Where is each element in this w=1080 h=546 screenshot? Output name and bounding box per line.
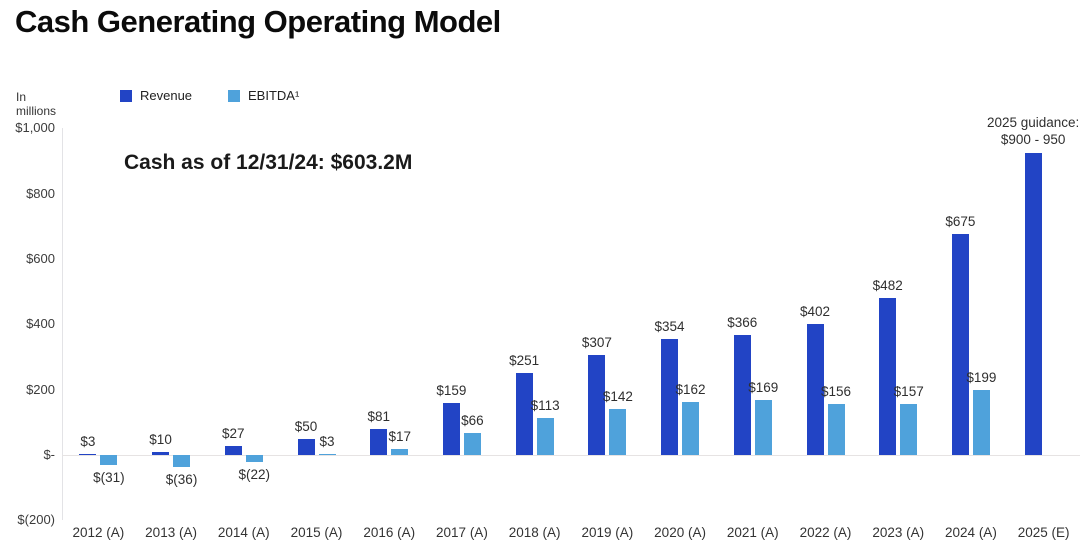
bar-revenue-2025: [1024, 152, 1042, 455]
bar-label: $10: [149, 431, 172, 447]
x-tick-label: 2021 (A): [726, 525, 779, 540]
bar-label: $50: [294, 418, 318, 434]
legend-label-ebitda: EBITDA¹: [248, 88, 300, 103]
x-tick-label: 2023 (A): [872, 525, 925, 540]
ebitda-swatch-icon: [228, 89, 240, 102]
bar-revenue-2015: [297, 438, 315, 455]
revenue-swatch-icon: [120, 89, 132, 102]
bar-revenue-2016: [370, 428, 388, 455]
bar-label: $17: [388, 429, 411, 445]
bar-revenue-2017: [442, 403, 460, 455]
bar-label: $199: [966, 369, 997, 385]
x-tick-label: 2024 (A): [945, 525, 997, 540]
bar-ebitda-2022: [827, 404, 845, 455]
legend-item-ebitda: EBITDA¹: [228, 88, 299, 103]
bar-label: $156: [820, 384, 852, 400]
bar-label: $159: [436, 383, 467, 399]
bar-ebitda-2016: [391, 449, 409, 455]
page-title: Cash Generating Operating Model: [15, 4, 501, 39]
legend-item-revenue: Revenue: [120, 88, 192, 103]
y-tick-label: $800: [26, 185, 55, 201]
bar-label: $27: [222, 426, 245, 442]
bar-label: $251: [509, 352, 540, 368]
x-tick-label: 2013 (A): [145, 525, 197, 540]
bar-label: $157: [893, 383, 924, 399]
y-tick-label: $200: [26, 381, 55, 397]
bar-ebitda-2024: [972, 389, 990, 455]
bar-label: 2025 guidance: $900 - 950: [986, 114, 1080, 147]
bar-ebitda-2015: [318, 454, 336, 455]
bar-revenue-2014: [224, 446, 242, 455]
y-tick-label: $1,000: [15, 120, 55, 136]
y-tick-label: $-: [43, 447, 55, 462]
bar-ebitda-2019: [609, 408, 627, 455]
bar-revenue-2018: [515, 372, 533, 455]
x-tick-label: 2025 (E): [1017, 525, 1070, 540]
x-tick-label: 2018 (A): [508, 525, 561, 540]
x-tick-label: 2012 (A): [72, 525, 125, 540]
bar-ebitda-2012: [100, 455, 118, 466]
bar-label: $142: [602, 388, 633, 404]
x-tick-label: 2020 (A): [654, 525, 706, 540]
bar-revenue-2019: [588, 354, 606, 455]
x-tick-label: 2022 (A): [799, 525, 852, 540]
bar-ebitda-2014: [245, 455, 263, 463]
bar-revenue-2021: [733, 335, 751, 455]
bar-ebitda-2013: [173, 455, 191, 467]
bar-label: $(36): [165, 471, 198, 487]
y-tick-label: $600: [26, 250, 55, 266]
bar-revenue-2012: [79, 454, 97, 455]
bar-label: $366: [727, 315, 758, 331]
units-label: In millions: [16, 90, 57, 118]
y-tick-label: $(200): [17, 512, 55, 528]
bar-label: $482: [872, 277, 903, 293]
x-tick-label: 2015 (A): [290, 525, 343, 540]
x-tick-label: 2014 (A): [217, 525, 270, 540]
bar-revenue-2013: [152, 451, 170, 455]
bar-label: $81: [367, 408, 390, 424]
bar-ebitda-2020: [682, 402, 700, 455]
x-tick-label: 2017 (A): [436, 525, 488, 540]
bar-label: $66: [461, 413, 484, 429]
bar-ebitda-2023: [900, 403, 918, 455]
bar-revenue-2020: [661, 339, 679, 455]
bar-label: $(31): [93, 470, 125, 486]
bar-ebitda-2021: [754, 399, 772, 455]
bar-label: $(22): [238, 467, 271, 483]
bar-ebitda-2018: [536, 418, 554, 455]
x-tick-label: 2016 (A): [363, 525, 416, 540]
x-tick-label: 2019 (A): [581, 525, 634, 540]
bar-label: $3: [80, 434, 96, 449]
bar-label: $307: [581, 334, 612, 350]
legend-label-revenue: Revenue: [140, 88, 193, 103]
bar-label: $169: [748, 379, 779, 395]
bar-label: $113: [530, 398, 560, 414]
bar-revenue-2022: [806, 323, 824, 455]
bar-label: $162: [675, 382, 706, 398]
bar-ebitda-2017: [463, 433, 481, 455]
bar-revenue-2024: [951, 234, 969, 455]
bar-label: $3: [319, 434, 335, 449]
bar-label: $402: [799, 303, 831, 319]
cash-annotation: Cash as of 12/31/24: $603.2M: [124, 151, 413, 174]
y-axis-line: [62, 128, 63, 521]
y-tick-label: $400: [26, 316, 55, 332]
bar-label: $354: [654, 319, 685, 335]
bar-label: $675: [945, 214, 976, 230]
x-axis-line: [62, 455, 1080, 456]
bar-revenue-2023: [879, 297, 897, 455]
